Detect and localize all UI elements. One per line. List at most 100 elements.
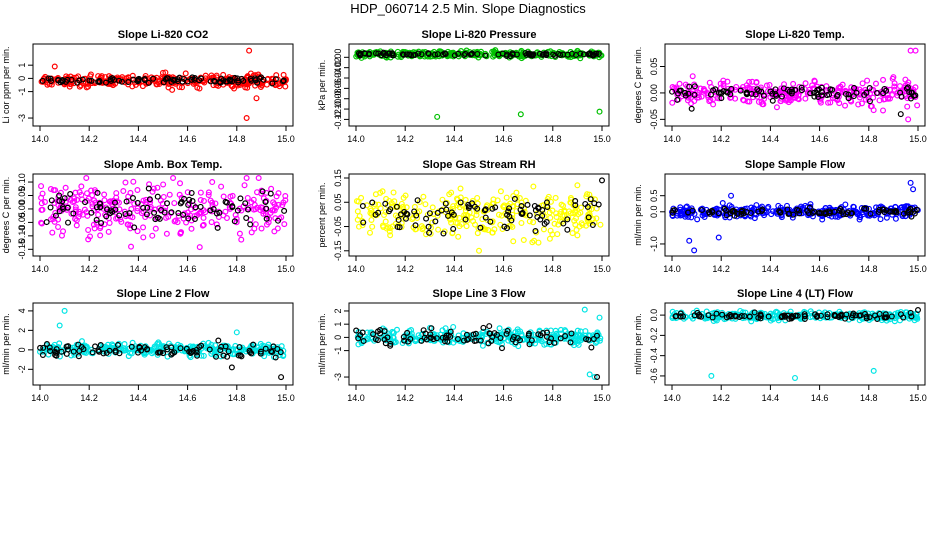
data-point-subset — [189, 198, 196, 205]
data-point-subset — [482, 52, 489, 59]
data-point-all — [858, 100, 865, 107]
data-point-subset — [277, 349, 284, 356]
data-point-subset — [562, 332, 569, 339]
figure-title: HDP_060714 2.5 Min. Slope Diagnostics — [350, 1, 586, 16]
data-point-subset — [188, 189, 195, 196]
data-point-subset — [863, 313, 870, 320]
x-tick-label: 14.2 — [712, 134, 730, 144]
data-point-all — [166, 191, 173, 198]
data-point-all — [380, 223, 387, 230]
data-point-subset — [164, 200, 171, 207]
outlier-point-all — [586, 371, 593, 378]
data-point-all — [435, 226, 442, 233]
data-point-subset — [185, 201, 192, 208]
data-point-subset — [769, 90, 776, 97]
outlier-point-all — [434, 113, 441, 120]
data-point-all — [770, 315, 777, 322]
data-point-subset — [834, 91, 841, 98]
x-tick-label: 14.4 — [446, 134, 464, 144]
data-point-subset — [585, 214, 592, 221]
data-point-subset — [48, 197, 55, 204]
outlier-point-all — [691, 247, 698, 254]
data-point-subset — [372, 336, 379, 343]
outlier-point-all — [591, 374, 598, 381]
data-point-all — [382, 209, 389, 216]
data-point-subset — [685, 90, 692, 97]
data-point-subset — [504, 211, 511, 218]
data-point-subset — [526, 212, 533, 219]
data-point-all — [386, 228, 393, 235]
y-tick-label: 0.05 — [17, 187, 27, 205]
data-point-subset — [723, 88, 730, 95]
data-point-subset — [798, 84, 805, 91]
data-point-subset — [454, 336, 461, 343]
data-point-subset — [353, 327, 360, 334]
data-point-subset — [169, 350, 176, 357]
y-tick-label: 1 — [333, 322, 343, 327]
x-tick-label: 14.8 — [860, 264, 878, 274]
data-point-subset — [151, 209, 158, 216]
data-point-subset — [498, 345, 505, 352]
data-point-all — [95, 211, 102, 218]
plot-frame — [348, 43, 610, 127]
data-point-subset — [567, 339, 574, 346]
data-point-subset — [229, 203, 236, 210]
data-point-subset — [423, 215, 430, 222]
data-point-all — [264, 76, 271, 83]
data-point-all — [122, 179, 129, 186]
data-point-subset — [280, 77, 287, 84]
data-point-all — [98, 73, 105, 80]
x-tick-label: 14.6 — [495, 264, 513, 274]
data-point-all — [463, 223, 470, 230]
data-point-subset — [168, 209, 175, 216]
data-point-all — [400, 206, 407, 213]
data-point-subset — [109, 75, 116, 82]
data-point-subset — [882, 311, 889, 318]
data-point-subset — [96, 78, 103, 85]
x-tick-label: 14.8 — [544, 264, 562, 274]
data-point-all — [891, 83, 898, 90]
data-point-subset — [671, 206, 678, 213]
data-point-all — [500, 203, 507, 210]
panel-title: Slope Sample Flow — [745, 159, 846, 171]
data-point-all — [515, 328, 522, 335]
data-point-subset — [56, 197, 63, 204]
data-point-all — [38, 194, 45, 201]
data-point-all — [552, 327, 559, 334]
outlier-point-subset — [228, 364, 235, 371]
data-point-subset — [434, 51, 441, 58]
data-point-all — [674, 212, 681, 219]
data-point-all — [575, 211, 582, 218]
data-point-all — [200, 197, 207, 204]
data-point-all — [753, 202, 760, 209]
data-point-subset — [777, 209, 784, 216]
data-point-subset — [442, 51, 449, 58]
x-tick-label: 14.0 — [663, 134, 681, 144]
data-point-subset — [96, 200, 103, 207]
data-point-subset — [543, 219, 550, 226]
data-point-all — [274, 225, 281, 232]
data-point-subset — [112, 199, 119, 206]
x-tick-label: 15.0 — [909, 264, 927, 274]
data-point-subset — [218, 343, 225, 350]
data-point-subset — [883, 207, 890, 214]
data-point-all — [436, 335, 443, 342]
data-point-subset — [237, 195, 244, 202]
data-point-subset — [407, 336, 414, 343]
data-point-all — [827, 99, 834, 106]
data-point-all — [765, 203, 772, 210]
data-point-subset — [560, 51, 567, 58]
data-point-subset — [369, 199, 376, 206]
data-point-all — [807, 201, 814, 208]
data-point-subset — [809, 209, 816, 216]
data-point-subset — [263, 205, 270, 212]
data-point-subset — [551, 339, 558, 346]
data-point-subset — [65, 219, 72, 226]
data-point-subset — [67, 190, 74, 197]
data-point-all — [547, 227, 554, 234]
data-point-subset — [400, 333, 407, 340]
data-point-subset — [186, 348, 193, 355]
data-point-all — [530, 183, 537, 190]
data-point-all — [688, 100, 695, 107]
data-point-all — [784, 202, 791, 209]
